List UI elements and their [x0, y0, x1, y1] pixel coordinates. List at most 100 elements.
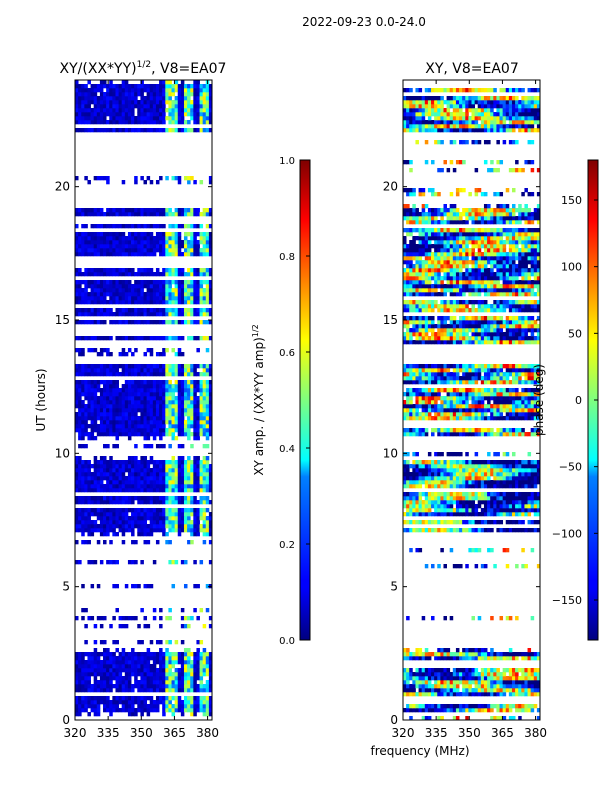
heatmap-cell — [168, 480, 172, 484]
heatmap-cell — [172, 92, 176, 96]
heatmap-cell — [481, 704, 485, 708]
heatmap-cell — [506, 708, 510, 712]
heatmap-cell — [165, 116, 169, 120]
heatmap-cell — [443, 652, 447, 656]
heatmap-cell — [419, 688, 423, 692]
heatmap-cell — [506, 676, 510, 680]
heatmap-cell — [193, 208, 197, 212]
heatmap-cell — [144, 300, 148, 304]
heatmap-cell — [144, 528, 148, 532]
heatmap-cell — [115, 436, 119, 440]
heatmap-cell — [172, 372, 176, 376]
heatmap-cell — [168, 392, 172, 396]
heatmap-cell — [137, 668, 141, 672]
heatmap-cell — [515, 508, 519, 512]
heatmap-cell — [84, 708, 88, 712]
heatmap-cell — [147, 484, 151, 488]
heatmap-cell — [134, 616, 138, 620]
heatmap-cell — [78, 368, 82, 372]
heatmap-cell — [487, 680, 491, 684]
heatmap-cell — [190, 296, 194, 300]
heatmap-cell — [134, 404, 138, 408]
heatmap-cell — [134, 496, 138, 500]
heatmap-cell — [100, 616, 104, 620]
heatmap-cell — [437, 508, 441, 512]
heatmap-cell — [447, 460, 451, 464]
heatmap-cell — [78, 116, 82, 120]
heatmap-cell — [512, 676, 516, 680]
heatmap-cell — [440, 472, 444, 476]
heatmap-cell — [115, 584, 119, 588]
heatmap-cell — [153, 664, 157, 668]
heatmap-cell — [472, 548, 476, 552]
heatmap-cell — [165, 252, 169, 256]
heatmap-cell — [153, 688, 157, 692]
heatmap-cell — [406, 468, 410, 472]
heatmap-cell — [153, 224, 157, 228]
heatmap-cell — [159, 652, 163, 656]
heatmap-cell — [109, 392, 113, 396]
heatmap-cell — [200, 512, 204, 516]
heatmap-cell — [181, 272, 185, 276]
heatmap-cell — [140, 176, 144, 180]
heatmap-cell — [153, 284, 157, 288]
heatmap-cell — [190, 476, 194, 480]
heatmap-cell — [103, 368, 107, 372]
heatmap-cell — [94, 404, 98, 408]
heatmap-cell — [109, 656, 113, 660]
heatmap-cell — [140, 672, 144, 676]
heatmap-cell — [97, 408, 101, 412]
heatmap-cell — [97, 700, 101, 704]
heatmap-cell — [422, 504, 426, 508]
heatmap-cell — [159, 416, 163, 420]
heatmap-cell — [181, 456, 185, 460]
heatmap-cell — [128, 248, 132, 252]
heatmap-cell — [109, 128, 113, 132]
heatmap-cell — [190, 684, 194, 688]
heatmap-cell — [162, 292, 166, 296]
heatmap-cell — [159, 508, 163, 512]
heatmap-cell — [115, 320, 119, 324]
heatmap-cell — [462, 472, 466, 476]
heatmap-cell — [450, 680, 454, 684]
heatmap-cell — [196, 224, 200, 228]
heatmap-cell — [87, 468, 91, 472]
heatmap-cell — [512, 508, 516, 512]
heatmap-cell — [168, 268, 172, 272]
heatmap-cell — [509, 476, 513, 480]
heatmap-cell — [78, 312, 82, 316]
heatmap-cell — [115, 496, 119, 500]
heatmap-cell — [193, 660, 197, 664]
heatmap-cell — [443, 496, 447, 500]
heatmap-cell — [134, 244, 138, 248]
heatmap-cell — [459, 452, 463, 456]
heatmap-cell — [87, 336, 91, 340]
heatmap-cell — [500, 684, 504, 688]
heatmap-cell — [150, 696, 154, 700]
heatmap-cell — [84, 700, 88, 704]
heatmap-cell — [196, 672, 200, 676]
heatmap-cell — [78, 680, 82, 684]
heatmap-cell — [75, 272, 79, 276]
heatmap-cell — [75, 288, 79, 292]
heatmap-cell — [190, 668, 194, 672]
left-colorbar-label: XY amp. / (XX*YY amp)1/2 — [251, 324, 266, 475]
heatmap-cell — [140, 424, 144, 428]
heatmap-cell — [150, 224, 154, 228]
heatmap-cell — [115, 408, 119, 412]
heatmap-cell — [165, 656, 169, 660]
heatmap-cell — [87, 476, 91, 480]
heatmap-cell — [97, 248, 101, 252]
heatmap-cell — [200, 300, 204, 304]
heatmap-cell — [165, 92, 169, 96]
heatmap-cell — [144, 212, 148, 216]
heatmap-cell — [75, 616, 79, 620]
heatmap-cell — [159, 388, 163, 392]
heatmap-cell — [84, 412, 88, 416]
heatmap-cell — [190, 100, 194, 104]
heatmap-cell — [190, 176, 194, 180]
heatmap-cell — [153, 516, 157, 520]
heatmap-cell — [106, 500, 110, 504]
heatmap-cell — [147, 408, 151, 412]
heatmap-cell — [81, 672, 85, 676]
